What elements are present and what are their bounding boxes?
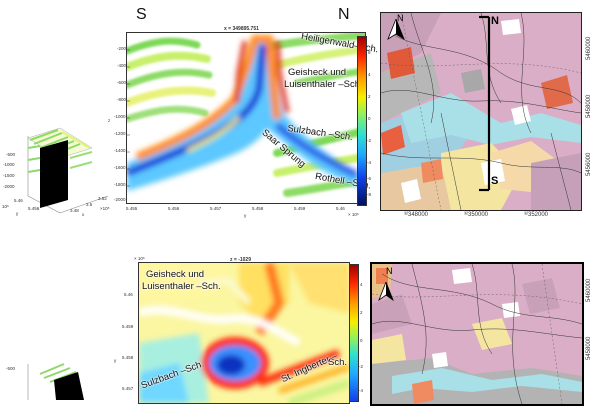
top-cbar-tick: 0 — [368, 116, 371, 121]
cube-y-exp: 10⁶ — [2, 204, 9, 209]
top-cbar-tick: -6 — [367, 176, 372, 181]
top-cbar-tick: 4 — [368, 72, 371, 77]
map-section-north-label: N — [491, 15, 499, 27]
cube-y-tick: 5.46 — [14, 198, 23, 203]
top-y-tick: -1600 — [114, 165, 126, 170]
top-y-tick: -200 — [117, 46, 127, 51]
map-north-arrow-label: N — [397, 13, 404, 23]
cube-x-exp: ×10⁵ — [100, 206, 110, 211]
bottom-cbar-tick: 4 — [360, 282, 363, 287]
top-y-tick: -2000 — [114, 197, 126, 202]
top-south-label: S — [136, 6, 147, 23]
cube-x-tick: 3.48 — [70, 208, 79, 213]
top-x-tick: 5.455 — [126, 206, 138, 211]
bottom-cbar-tick: 0 — [360, 338, 363, 343]
bottom-y-label: y — [114, 358, 117, 363]
annotation-bottom-geisheck: Geisheck und — [146, 269, 205, 280]
top-cbar-tick: -2 — [367, 138, 372, 143]
cube-x-label: x — [82, 212, 85, 217]
bottom-cbar-tick: -2 — [359, 364, 364, 369]
map-y-tick: 5460000 — [586, 36, 592, 60]
top-geological-map: N N S — [380, 12, 582, 211]
top-y-tick: -600 — [117, 80, 127, 85]
bottom-y-tick: 5.459 — [122, 324, 134, 329]
top-x-tick: 5.459 — [294, 206, 306, 211]
top-3d-cube-plot: -500 -1000 -1500 -2000 10⁶ 5.46 5.456 y … — [0, 118, 126, 218]
cube-y-label: y — [16, 211, 19, 216]
top-y-tick: -1400 — [114, 148, 126, 153]
bottom-y-tick: 5.458 — [122, 355, 134, 360]
bottom-colorbar — [349, 264, 359, 402]
annotation-geisheck: Geisheck und — [288, 67, 347, 78]
top-x-label: y — [244, 213, 247, 218]
top-y-tick: -800 — [117, 97, 127, 102]
top-cbar-tick: 2 — [368, 94, 371, 99]
bottom-y-tick: 5.457 — [122, 386, 134, 391]
bottom-cube-z-tick: -500 — [6, 366, 16, 371]
map-y-tick: 5458000 — [586, 94, 592, 118]
annotation-luisenthaler: Luisenthaler –Sch. — [284, 79, 363, 90]
top-x-tick: 5.458 — [252, 206, 264, 211]
cube-z-tick: -1000 — [3, 162, 15, 167]
top-y-tick: -1000 — [114, 114, 126, 119]
top-cbar-tick: -8 — [367, 192, 372, 197]
map-y-tick: 5456000 — [586, 152, 592, 176]
map-x-tick: ³²350000 — [464, 212, 489, 218]
section-line — [479, 15, 491, 192]
bottom-3d-cube-graphic — [27, 363, 84, 400]
bottom-exp-label: × 10⁶ — [134, 256, 145, 261]
map-x-tick: ³²348000 — [404, 212, 429, 218]
cube-z-tick: -2000 — [3, 184, 15, 189]
annotation-bottom-ingberter-2: Sch. — [328, 357, 348, 368]
top-x-exp: × 10⁶ — [348, 212, 359, 217]
top-3d-cube-graphic — [27, 127, 109, 214]
bottom-map-y-tick: 5458000 — [586, 336, 592, 360]
cube-y-tick: 5.456 — [28, 206, 40, 211]
north-arrow-icon — [387, 19, 405, 40]
top-slice-title: x = 349895.751 — [224, 26, 259, 32]
top-slice-heatmap — [126, 32, 366, 204]
top-north-label: N — [338, 6, 350, 23]
bottom-cbar-tick: 2 — [360, 310, 363, 315]
annotation-bottom-luisenthaler: Luisenthaler –Sch. — [142, 281, 221, 292]
top-y-tick: -1200 — [114, 131, 126, 136]
bottom-3d-cube-plot: -500 — [0, 360, 110, 400]
top-x-tick: 5.456 — [168, 206, 180, 211]
top-colorbar — [357, 36, 367, 206]
cube-z-tick: -1500 — [3, 173, 15, 178]
map-x-tick: ³²352000 — [524, 212, 549, 218]
top-cbar-tick: 6 — [368, 50, 371, 55]
bottom-slice-heatmap-graphic — [139, 263, 349, 403]
cube-z-tick: -500 — [6, 152, 16, 157]
top-y-tick: -1800 — [114, 182, 126, 187]
top-y-tick: -400 — [117, 63, 127, 68]
bottom-north-arrow-icon — [378, 282, 394, 302]
top-cbar-tick: -4 — [367, 160, 372, 165]
bottom-slice-title: z = -1029 — [230, 257, 251, 263]
bottom-map-north-arrow-label: N — [386, 266, 393, 276]
bottom-slice-heatmap — [138, 262, 350, 404]
bottom-geological-map-graphic — [372, 264, 582, 404]
cube-x-tick: 3.5 — [86, 202, 93, 207]
bottom-map-y-tick: 5460000 — [586, 278, 592, 302]
map-section-south-label: S — [491, 175, 499, 187]
cube-x-tick: 3.52 — [98, 196, 107, 201]
bottom-y-tick: 5.46 — [124, 292, 133, 297]
top-x-tick: 5.46 — [336, 206, 345, 211]
bottom-cbar-tick: -4 — [359, 388, 364, 393]
top-slice-heatmap-graphic — [127, 33, 365, 203]
top-geological-map-graphic — [381, 13, 581, 210]
bottom-geological-map: N — [370, 262, 584, 406]
top-y-label: z — [108, 118, 111, 123]
top-x-tick: 5.457 — [210, 206, 222, 211]
